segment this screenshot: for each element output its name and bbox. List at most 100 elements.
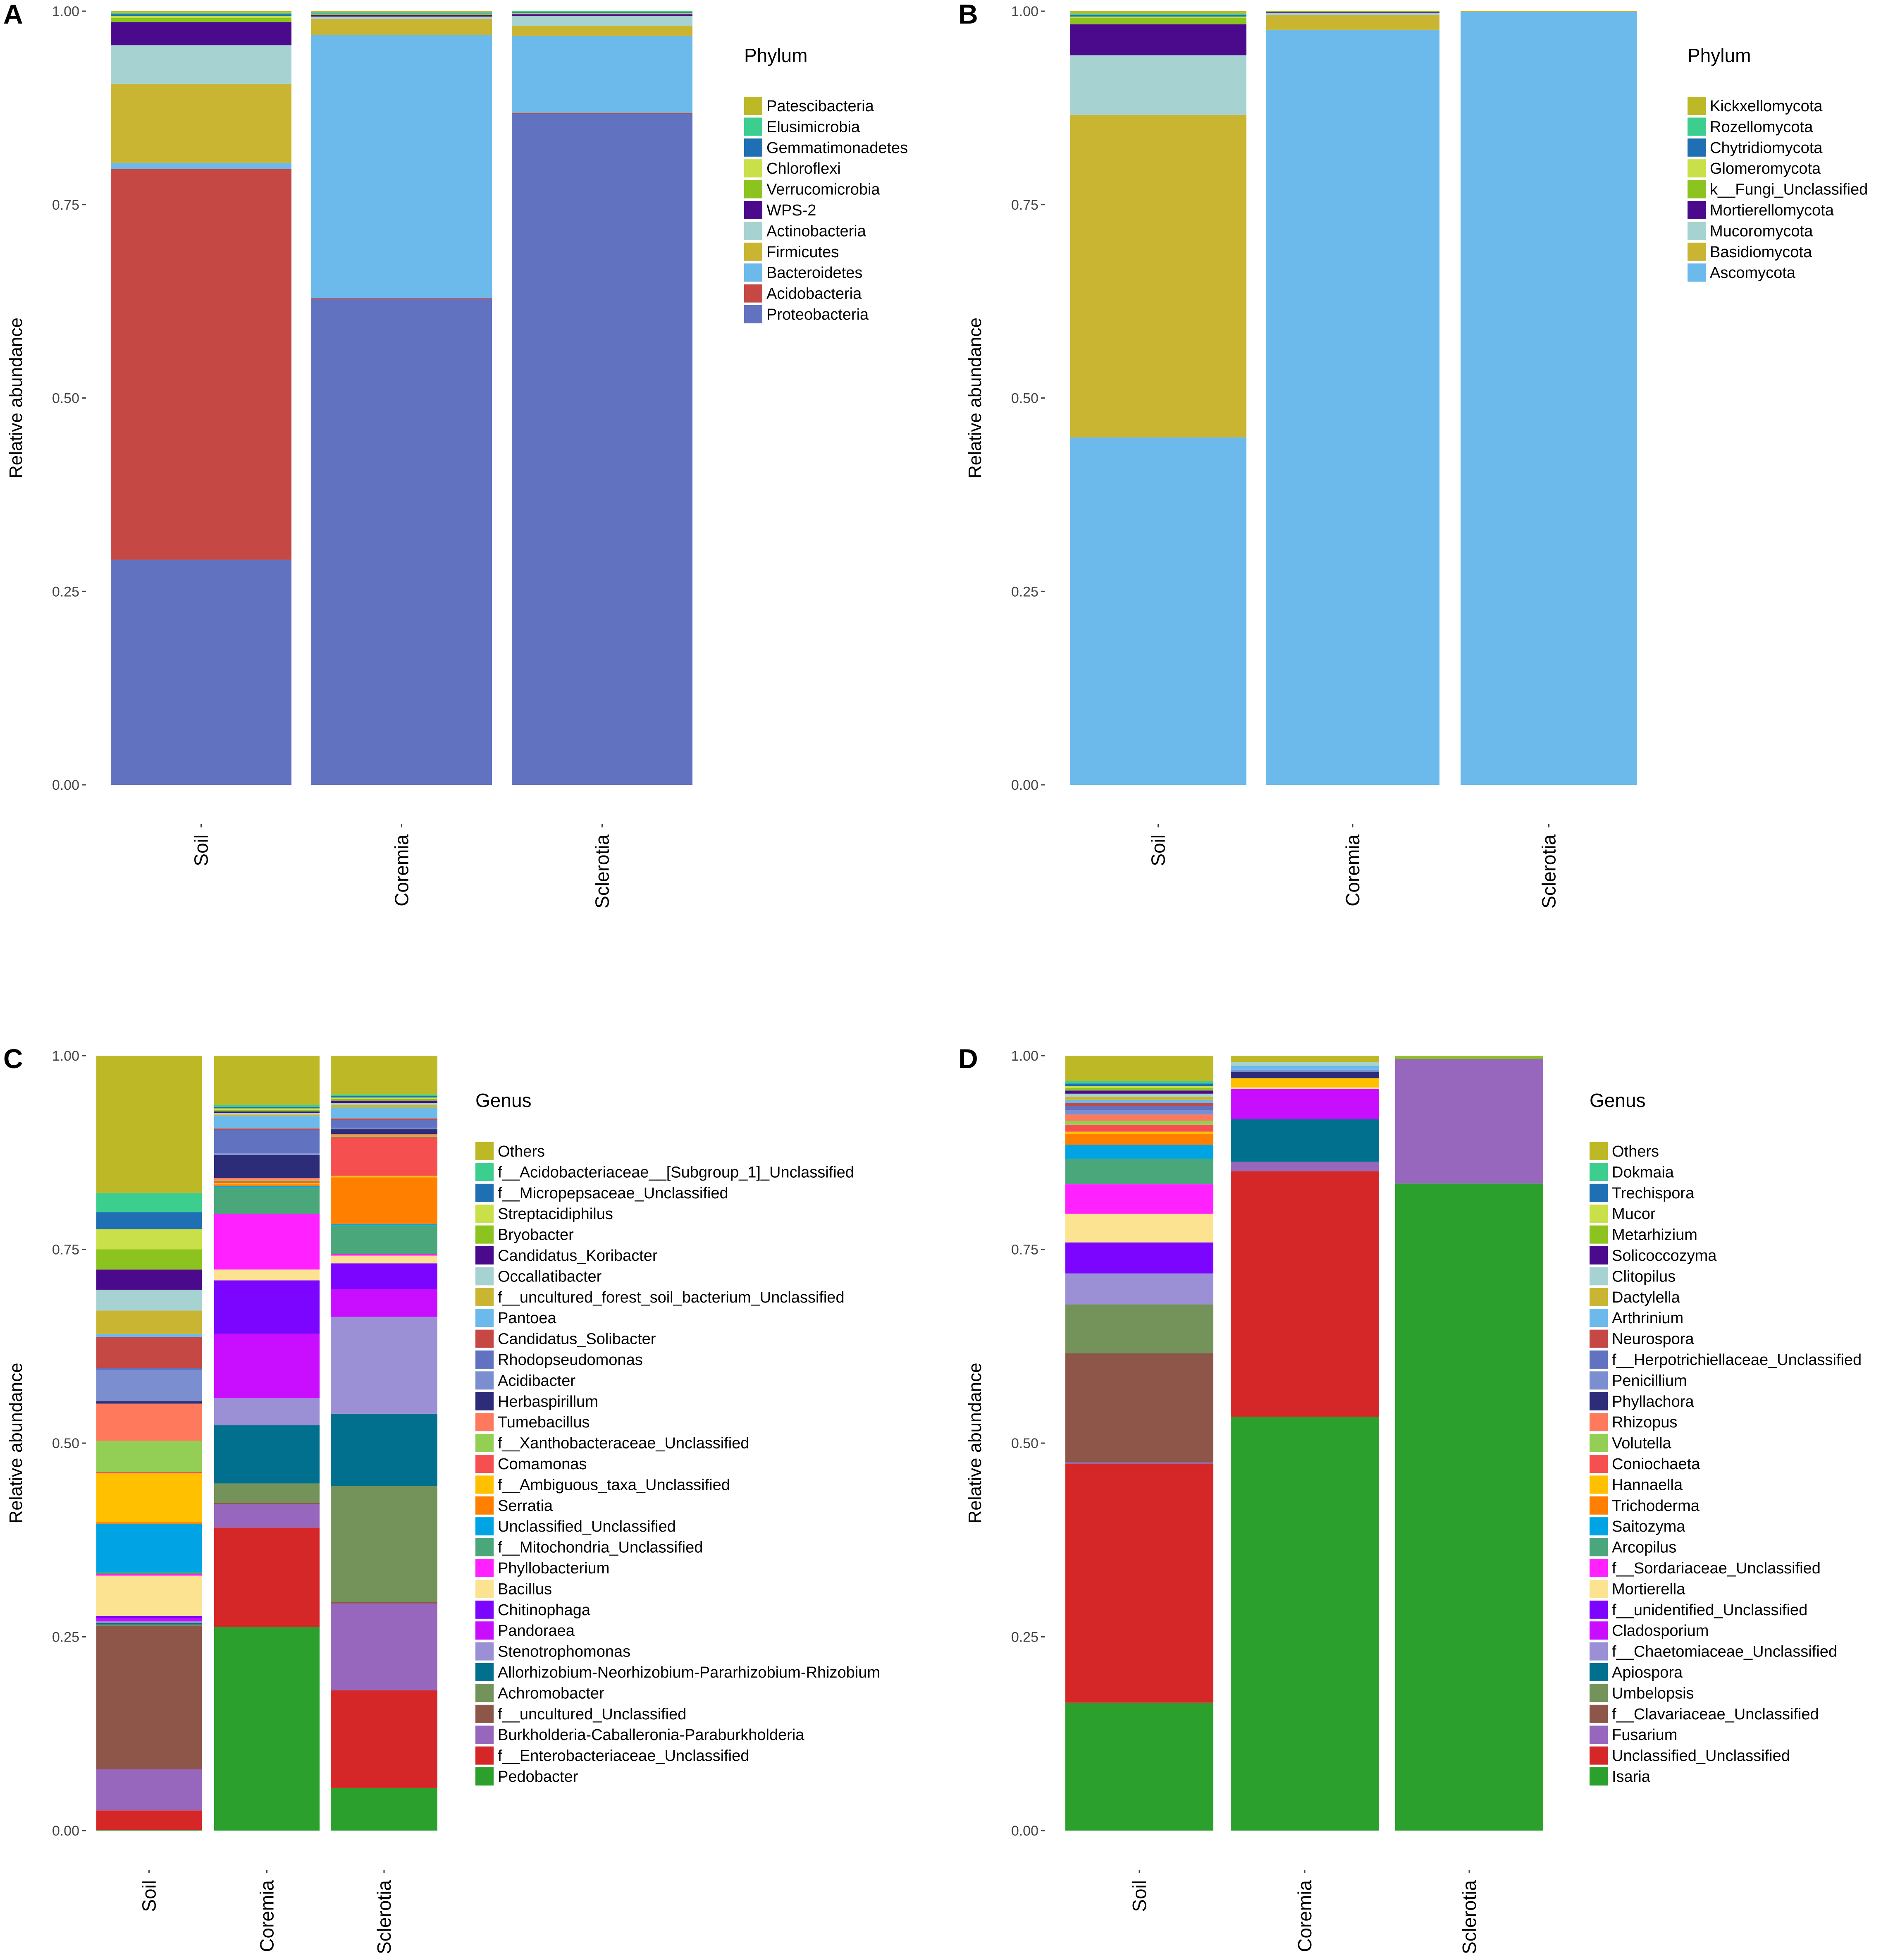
legend-label: Clitopilus — [1612, 1268, 1676, 1285]
legend-swatch — [475, 1267, 494, 1286]
bar-segment-soil-dokmaia — [1065, 1081, 1213, 1084]
legend-swatch — [475, 1684, 494, 1702]
x-tick-label-coremia: Coremia — [391, 834, 413, 906]
bar-segment-sclerotia-acidobacteria — [512, 113, 692, 114]
legend-swatch — [1590, 1267, 1608, 1286]
bar-segment-sclerotia-elusimicrobia — [512, 11, 692, 12]
legend-swatch — [744, 305, 762, 323]
legend-label: Burkholderia-Caballeronia-Paraburkholder… — [498, 1726, 804, 1744]
bar-segment-soil-f-ambiguous-taxa-unclassified — [96, 1473, 202, 1523]
legend-swatch — [1590, 1580, 1608, 1598]
legend-label: Neurospora — [1612, 1331, 1694, 1348]
legend-label: Achromobacter — [498, 1685, 604, 1702]
bar-segment-coremia-f-enterobacteriaceae-unclassified — [214, 1527, 320, 1627]
y-tick-label: 0.50 — [1011, 391, 1038, 406]
legend-swatch — [1590, 1746, 1608, 1765]
bar-segment-soil-trichoderma — [1065, 1134, 1213, 1145]
bar-segment-coremia-apiospora — [1231, 1119, 1379, 1162]
bar-segment-soil-bacillus — [96, 1575, 202, 1616]
bar-segment-coremia-fusarium — [1231, 1162, 1379, 1171]
x-tick-label-sclerotia: Sclerotia — [1538, 834, 1560, 908]
bar-segment-coremia-phyllachora — [1231, 1072, 1379, 1078]
legend-swatch — [1688, 159, 1706, 178]
legend-swatch — [1590, 1434, 1608, 1452]
bar-segment-soil-clitopilus — [1065, 1093, 1213, 1097]
bar-segment-soil-dactylella — [1065, 1097, 1213, 1100]
bar-segment-sclerotia-bacteroidetes — [512, 36, 692, 113]
legend-swatch — [475, 1163, 494, 1181]
bar-segment-soil-pantoea — [96, 1334, 202, 1337]
bar-segment-soil-verrucomicrobia — [111, 18, 291, 22]
legend-swatch — [744, 97, 762, 115]
legend-label: Trechispora — [1612, 1185, 1695, 1202]
bar-segment-coremia-f-micropepsaceae-unclassified — [214, 1107, 320, 1109]
bar-segment-soil-glomeromycota — [1070, 17, 1246, 18]
legend-label: Acidibacter — [498, 1372, 575, 1389]
y-tick-label: 0.75 — [52, 1242, 79, 1258]
legend-label: Others — [498, 1143, 545, 1160]
bar-segment-sclerotia-comamonas — [331, 1137, 437, 1176]
bar-segment-sclerotia-actinobacteria — [512, 16, 692, 26]
bar-segment-coremia-basidiomycota — [1266, 15, 1439, 30]
bar-segment-sclerotia-others — [331, 1056, 437, 1095]
panel-label-a: A — [3, 0, 23, 29]
legend-swatch — [1688, 117, 1706, 136]
legend-swatch — [1688, 242, 1706, 261]
legend-swatch — [744, 138, 762, 157]
bar-segment-coremia-rhodopseudomonas — [214, 1130, 320, 1154]
bar-segment-sclerotia-metarhizium — [1395, 1056, 1543, 1059]
legend-swatch — [1590, 1600, 1608, 1619]
legend-label: Tumebacillus — [498, 1414, 590, 1431]
legend-label: Ascomycota — [1710, 264, 1796, 282]
bar-segment-soil-volutella — [1065, 1121, 1213, 1125]
legend-swatch — [1590, 1517, 1608, 1536]
legend-label: Pedobacter — [498, 1768, 578, 1786]
x-tick-label-coremia: Coremia — [1294, 1880, 1315, 1952]
legend-swatch — [475, 1246, 494, 1264]
panel-label-d: D — [958, 1043, 978, 1074]
x-tick-label-soil: Soil — [138, 1880, 160, 1912]
bar-segment-soil-achromobacter — [96, 1624, 202, 1626]
legend-label: f__Sordariaceae_Unclassified — [1612, 1560, 1821, 1577]
panel-label-c: C — [3, 1043, 23, 1074]
legend-label: Mortierellomycota — [1710, 202, 1834, 219]
bar-segment-sclerotia-pandoraea — [331, 1289, 437, 1317]
bar-segment-sclerotia-isaria — [1395, 1183, 1543, 1831]
legend-swatch — [744, 180, 762, 198]
bar-segment-sclerotia-fusarium — [1395, 1059, 1543, 1184]
legend-label: Patescibacteria — [766, 98, 874, 115]
bar-segment-soil-f-herpotrichiellaceae-unclassified — [1065, 1106, 1213, 1110]
bar-segment-sclerotia-ascomycota — [1461, 12, 1637, 785]
legend-label: Fusarium — [1612, 1726, 1677, 1744]
bar-segment-coremia-occallatibacter — [214, 1113, 320, 1115]
bar-segment-soil-bryobacter — [96, 1249, 202, 1270]
legend-swatch — [475, 1434, 494, 1452]
bar-segment-soil-unclassified-unclassified — [96, 1523, 202, 1572]
bar-segment-coremia-achromobacter — [214, 1483, 320, 1503]
legend-swatch — [475, 1371, 494, 1390]
legend-label: WPS-2 — [766, 202, 816, 219]
legend-label: Basidiomycota — [1710, 244, 1812, 261]
bar-segment-soil-f-enterobacteriaceae-unclassified — [96, 1810, 202, 1830]
legend-title: Phylum — [1688, 45, 1751, 66]
legend-swatch — [475, 1746, 494, 1765]
bar-segment-sclerotia-occallatibacter — [331, 1103, 437, 1105]
bar-segment-soil-allorhizobium-neorhizobium-pararhizobium-rhizobium — [96, 1623, 202, 1625]
legend-label: Bacillus — [498, 1580, 552, 1598]
bar-segment-soil-arcopilus — [1065, 1159, 1213, 1185]
legend-label: Arthrinium — [1612, 1310, 1683, 1327]
y-tick-label: 0.00 — [52, 777, 79, 793]
bar-segment-sclerotia-pedobacter — [331, 1788, 437, 1831]
bar-segment-coremia-pantoea — [214, 1116, 320, 1129]
bar-segment-soil-patescibacteria — [111, 11, 291, 13]
legend-swatch — [1590, 1205, 1608, 1223]
bar-segment-soil-mucor — [1065, 1086, 1213, 1088]
legend-label: Streptacidiphilus — [498, 1205, 613, 1223]
bar-segment-coremia-allorhizobium-neorhizobium-pararhizobium-rhizobium — [214, 1425, 320, 1484]
bar-segment-sclerotia-f-mitochondria-unclassified — [331, 1225, 437, 1254]
bar-segment-coremia-actinobacteria — [311, 17, 492, 19]
legend-label: f__unidentified_Unclassified — [1612, 1601, 1807, 1619]
bar-segment-coremia-f-uncultured-unclassified — [214, 1503, 320, 1505]
legend-label: Dactylella — [1612, 1289, 1680, 1306]
bar-segment-coremia-proteobacteria — [311, 299, 492, 785]
